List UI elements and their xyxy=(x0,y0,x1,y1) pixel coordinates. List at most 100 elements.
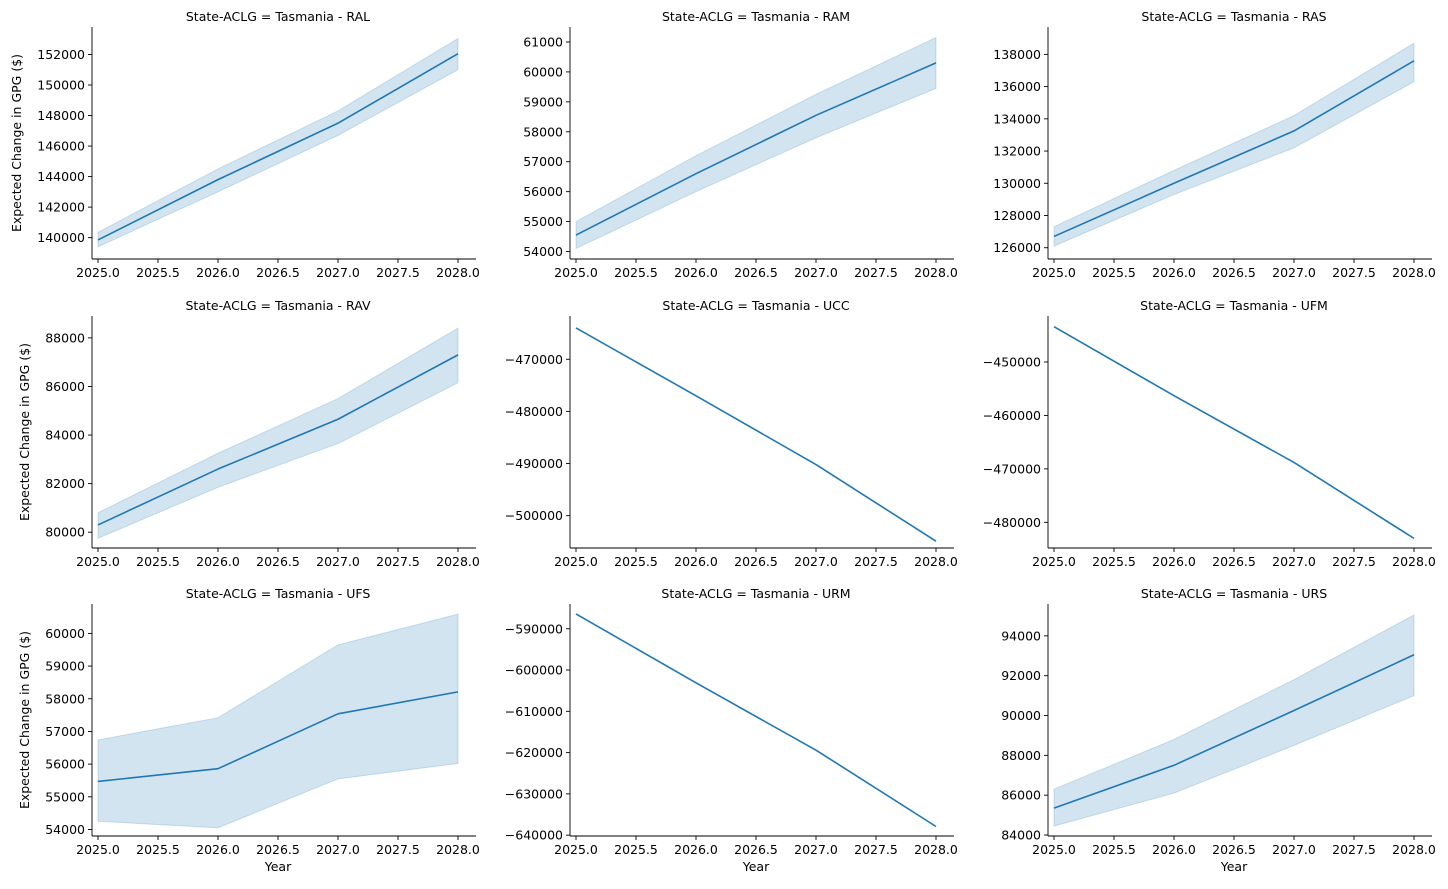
x-tick-label: 2025.0 xyxy=(554,554,598,569)
y-tick-label: 126000 xyxy=(993,240,1041,255)
y-tick-label: 55000 xyxy=(523,214,563,229)
facet-title: State-ACLG = Tasmania - RAL xyxy=(186,9,370,24)
x-tick-label: 2027.0 xyxy=(1272,842,1316,857)
x-tick-label: 2027.5 xyxy=(376,265,420,280)
x-tick-label: 2028.0 xyxy=(1392,554,1436,569)
x-axis-label: Year xyxy=(264,859,292,874)
y-tick-label: 140000 xyxy=(37,230,85,245)
facet-title: State-ACLG = Tasmania - UFM xyxy=(1140,298,1328,313)
y-tick-label: −590000 xyxy=(505,621,563,636)
y-tick-label: −470000 xyxy=(505,352,563,367)
x-tick-label: 2026.0 xyxy=(196,265,240,280)
x-tick-label: 2027.5 xyxy=(1332,842,1376,857)
y-tick-label: 86000 xyxy=(1001,788,1041,803)
x-tick-label: 2028.0 xyxy=(914,265,958,280)
y-tick-label: 58000 xyxy=(45,691,85,706)
facet-panel: State-ACLG = Tasmania - UCC 2025.0 2025.5 2… xyxy=(505,298,958,569)
y-tick-label: −490000 xyxy=(505,456,563,471)
facet-title: State-ACLG = Tasmania - RAV xyxy=(185,298,370,313)
x-tick-label: 2027.5 xyxy=(376,554,420,569)
x-tick-label: 2025.0 xyxy=(554,265,598,280)
x-tick-label: 2027.5 xyxy=(1332,554,1376,569)
x-tick-label: 2025.5 xyxy=(136,554,180,569)
y-tick-label: 144000 xyxy=(37,169,85,184)
x-tick-label: 2026.5 xyxy=(734,265,778,280)
x-tick-label: 2025.5 xyxy=(136,842,180,857)
facet-panel: State-ACLG = Tasmania - RAS 2025.0 2025.5 2… xyxy=(993,9,1436,280)
confidence-band xyxy=(97,613,459,829)
y-tick-label: −470000 xyxy=(983,461,1041,476)
y-axis-label: Expected Change in GPG ($) xyxy=(9,54,24,232)
y-tick-label: −500000 xyxy=(505,508,563,523)
y-tick-label: −600000 xyxy=(505,663,563,678)
x-tick-label: 2027.5 xyxy=(854,265,898,280)
x-tick-label: 2025.5 xyxy=(1092,554,1136,569)
x-tick-label: 2027.5 xyxy=(854,554,898,569)
facet-title: State-ACLG = Tasmania - URM xyxy=(661,586,850,601)
y-tick-label: −620000 xyxy=(505,745,563,760)
y-axis-label: Expected Change in GPG ($) xyxy=(17,631,32,809)
x-tick-label: 2025.0 xyxy=(76,842,120,857)
y-tick-label: 134000 xyxy=(993,111,1041,126)
y-tick-label: 54000 xyxy=(523,244,563,259)
y-tick-label: 56000 xyxy=(523,184,563,199)
facet-title: State-ACLG = Tasmania - RAS xyxy=(1141,9,1326,24)
facet-panel: State-ACLG = Tasmania - UFM 2025.0 2025.5 2… xyxy=(983,298,1436,569)
x-tick-label: 2026.0 xyxy=(1152,265,1196,280)
y-tick-label: 88000 xyxy=(1001,748,1041,763)
x-tick-label: 2028.0 xyxy=(914,554,958,569)
x-tick-label: 2027.0 xyxy=(316,265,360,280)
x-tick-label: 2028.0 xyxy=(1392,842,1436,857)
x-tick-label: 2026.5 xyxy=(734,554,778,569)
y-tick-label: −640000 xyxy=(505,828,563,843)
y-tick-label: −450000 xyxy=(983,354,1041,369)
x-tick-label: 2027.0 xyxy=(794,265,838,280)
x-tick-label: 2026.0 xyxy=(1152,554,1196,569)
y-tick-label: 138000 xyxy=(993,47,1041,62)
x-tick-label: 2025.0 xyxy=(1032,554,1076,569)
x-tick-label: 2028.0 xyxy=(1392,265,1436,280)
y-tick-label: 60000 xyxy=(45,626,85,641)
y-tick-label: 84000 xyxy=(1001,828,1041,843)
y-tick-label: 146000 xyxy=(37,139,85,154)
x-tick-label: 2025.0 xyxy=(76,265,120,280)
x-tick-label: 2026.0 xyxy=(674,554,718,569)
series-line xyxy=(1053,654,1415,809)
y-tick-label: −480000 xyxy=(983,515,1041,530)
y-tick-label: 92000 xyxy=(1001,668,1041,683)
y-tick-label: 58000 xyxy=(523,124,563,139)
y-tick-label: 130000 xyxy=(993,176,1041,191)
series-line xyxy=(575,62,937,236)
confidence-band xyxy=(97,327,459,540)
series-line xyxy=(1053,325,1415,540)
x-tick-label: 2026.5 xyxy=(256,842,300,857)
confidence-band xyxy=(1053,614,1415,827)
y-tick-label: 54000 xyxy=(45,822,85,837)
facet-panel: State-ACLG = Tasmania - URM 2025.0 2025.5 2… xyxy=(505,586,958,874)
y-tick-label: 80000 xyxy=(45,525,85,540)
confidence-band xyxy=(97,37,459,248)
series-line xyxy=(97,354,459,526)
x-tick-label: 2025.0 xyxy=(554,842,598,857)
facet-title: State-ACLG = Tasmania - URS xyxy=(1141,586,1327,601)
y-tick-label: 136000 xyxy=(993,79,1041,94)
y-tick-label: 84000 xyxy=(45,428,85,443)
x-tick-label: 2026.5 xyxy=(1212,842,1256,857)
y-tick-label: 55000 xyxy=(45,789,85,804)
y-tick-label: 56000 xyxy=(45,757,85,772)
y-tick-label: 88000 xyxy=(45,330,85,345)
x-tick-label: 2027.0 xyxy=(794,554,838,569)
x-tick-label: 2028.0 xyxy=(436,554,480,569)
y-tick-label: −630000 xyxy=(505,786,563,801)
x-axis-label: Year xyxy=(1220,859,1248,874)
x-tick-label: 2027.5 xyxy=(376,842,420,857)
y-tick-label: 132000 xyxy=(993,144,1041,159)
x-tick-label: 2025.0 xyxy=(1032,842,1076,857)
x-tick-label: 2025.5 xyxy=(614,554,658,569)
x-tick-label: 2025.5 xyxy=(136,265,180,280)
y-tick-label: 57000 xyxy=(45,724,85,739)
y-tick-label: 90000 xyxy=(1001,708,1041,723)
y-tick-label: 142000 xyxy=(37,200,85,215)
x-tick-label: 2025.5 xyxy=(614,265,658,280)
